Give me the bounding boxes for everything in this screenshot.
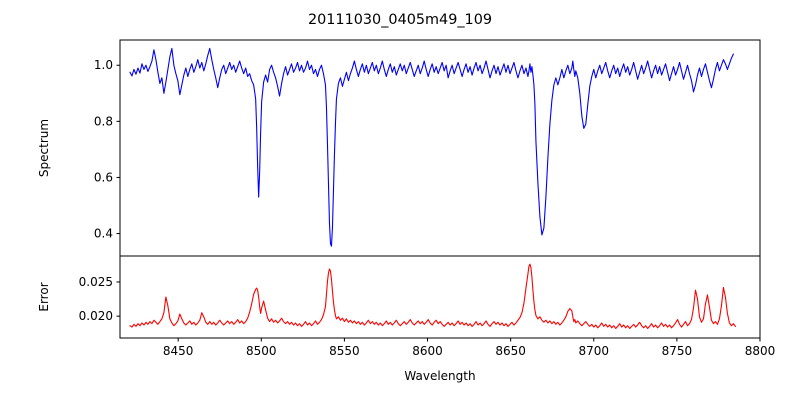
xtick-label-6: 8750 (662, 344, 693, 358)
axes-frame-bottom (119, 255, 761, 339)
xtick-label-2: 8550 (329, 344, 360, 358)
axes-frame-top (119, 39, 761, 257)
xtick-label-7: 8800 (745, 344, 776, 358)
ytick-label-bottom-1: 0.025 (79, 275, 113, 289)
error-line (129, 263, 736, 329)
ytick-label-top-0: 0.4 (94, 227, 113, 241)
page-title: 20111030_0405m49_109 (307, 12, 493, 28)
xtick-label-4: 8650 (495, 344, 526, 358)
xtick-label-0: 8450 (163, 344, 194, 358)
ytick-label-top-3: 1.0 (94, 58, 113, 72)
axes-top: 0.4 0.6 0.8 1.0 Spectrum (37, 39, 761, 257)
ylabel-bottom: Error (37, 282, 51, 311)
xlabel: Wavelength (404, 369, 475, 383)
xtick-label-5: 8700 (578, 344, 609, 358)
xtick-label-3: 8600 (412, 344, 443, 358)
ytick-label-bottom-0: 0.020 (79, 309, 113, 323)
ytick-label-top-1: 0.6 (94, 170, 113, 184)
ylabel-top: Spectrum (37, 119, 51, 177)
spectrum-line (129, 47, 734, 247)
ytick-label-top-2: 0.8 (94, 114, 113, 128)
xtick-label-1: 8500 (246, 344, 277, 358)
axes-bottom: 0.020 0.025 8450 8500 8550 8600 8650 8700 8750 88… (37, 255, 776, 383)
